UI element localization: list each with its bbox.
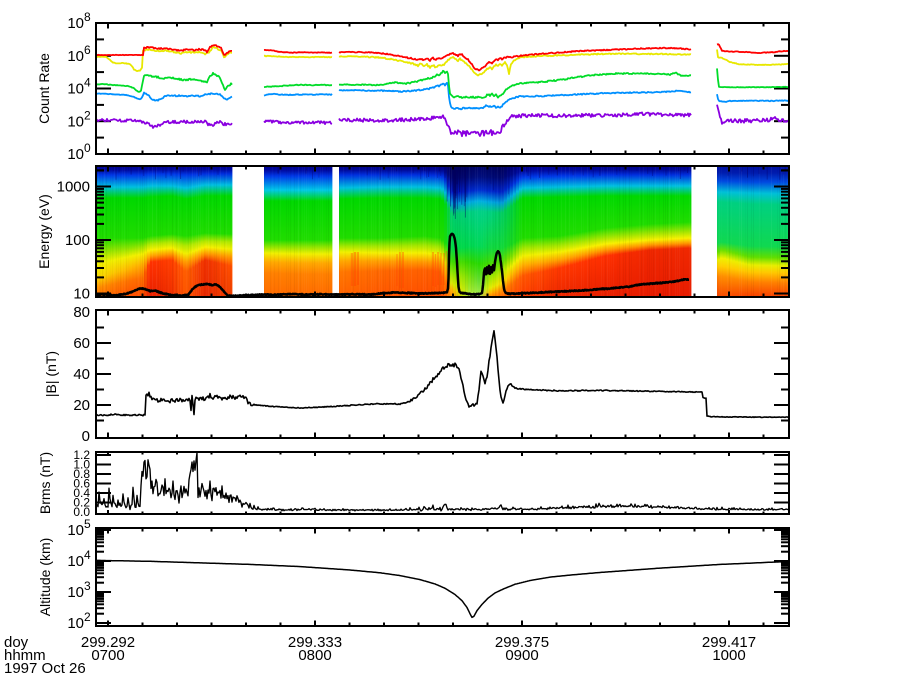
- svg-text:60: 60: [73, 335, 90, 352]
- svg-text:0: 0: [84, 141, 91, 155]
- svg-text:3: 3: [84, 579, 91, 593]
- svg-text:4: 4: [84, 76, 91, 90]
- svg-text:Energy (eV): Energy (eV): [36, 194, 52, 269]
- svg-text:0900: 0900: [505, 647, 538, 664]
- svg-text:1997 Oct 26: 1997 Oct 26: [4, 660, 86, 677]
- svg-text:0: 0: [82, 428, 90, 445]
- svg-text:10: 10: [67, 522, 84, 539]
- svg-text:0.8: 0.8: [73, 467, 90, 481]
- svg-text:10: 10: [67, 553, 84, 570]
- svg-text:0800: 0800: [298, 647, 331, 664]
- svg-text:0.0: 0.0: [73, 505, 90, 519]
- svg-text:10: 10: [67, 81, 84, 98]
- svg-text:Count Rate: Count Rate: [36, 53, 52, 124]
- svg-text:299.417: 299.417: [702, 634, 756, 651]
- svg-text:80: 80: [73, 304, 90, 321]
- svg-text:10: 10: [67, 15, 84, 32]
- svg-text:0.2: 0.2: [73, 496, 90, 510]
- svg-text:2: 2: [84, 108, 91, 122]
- svg-text:299.333: 299.333: [288, 634, 342, 651]
- svg-text:2: 2: [84, 610, 91, 624]
- svg-text:1.2: 1.2: [73, 448, 90, 462]
- svg-text:6: 6: [84, 43, 91, 57]
- svg-text:10: 10: [73, 286, 90, 303]
- svg-text:10: 10: [67, 113, 84, 130]
- svg-text:20: 20: [73, 397, 90, 414]
- svg-text:40: 40: [73, 366, 90, 383]
- svg-text:1.0: 1.0: [73, 458, 90, 472]
- svg-text:10: 10: [67, 146, 84, 163]
- svg-text:8: 8: [84, 10, 91, 24]
- svg-text:299.375: 299.375: [495, 634, 549, 651]
- svg-text:Altitude (km): Altitude (km): [37, 538, 53, 617]
- svg-text:299.292: 299.292: [81, 634, 135, 651]
- svg-text:|B| (nT): |B| (nT): [43, 351, 59, 397]
- svg-text:0700: 0700: [91, 647, 124, 664]
- svg-text:10: 10: [67, 48, 84, 65]
- svg-text:4: 4: [84, 548, 91, 562]
- svg-text:hhmm: hhmm: [4, 647, 46, 664]
- svg-text:1000: 1000: [712, 647, 745, 664]
- svg-text:doy: doy: [4, 634, 29, 651]
- svg-text:10: 10: [67, 584, 84, 601]
- svg-text:10: 10: [67, 615, 84, 632]
- svg-text:0.4: 0.4: [73, 486, 90, 500]
- svg-text:1000: 1000: [57, 179, 90, 196]
- svg-text:Brms (nT): Brms (nT): [37, 452, 53, 514]
- svg-text:100: 100: [65, 232, 90, 249]
- svg-text:0.6: 0.6: [73, 477, 90, 491]
- svg-text:5: 5: [84, 517, 91, 531]
